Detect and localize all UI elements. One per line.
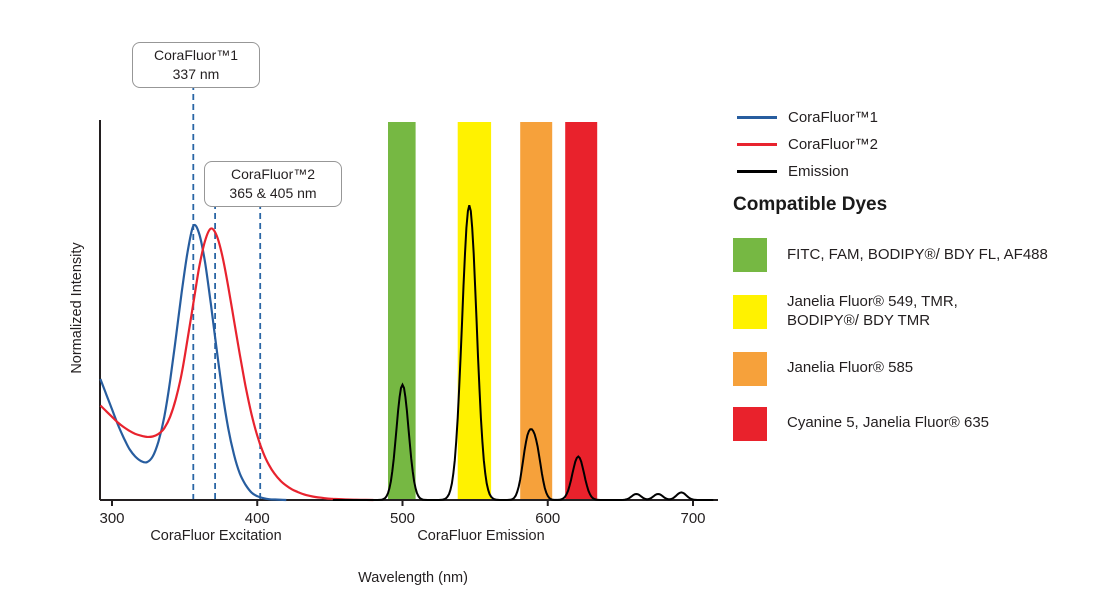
dye-label: FITC, FAM, BODIPY®/ BDY FL, AF488 (787, 246, 1048, 265)
dye-color-swatch (733, 406, 767, 441)
emission-band-1 (388, 122, 416, 499)
dye-label-line: Janelia Fluor® 549, TMR, (787, 293, 958, 310)
compatible-dyes-list: FITC, FAM, BODIPY®/ BDY FL, AF488 Janelia… (733, 238, 1048, 462)
callout-corafluor2-title: CoraFluor™2 (230, 166, 316, 182)
legend-label: Emission (788, 163, 849, 180)
dye-label-line: Cyanine 5, Janelia Fluor® 635 (787, 414, 990, 432)
legend: CoraFluor™1 CoraFluor™2 Emission (737, 104, 878, 185)
x-caption-emission: CoraFluor Emission (417, 528, 545, 544)
x-tick-label: 500 (390, 510, 415, 527)
dye-label-line: FITC, FAM, BODIPY®/ BDY FL, AF488 (787, 245, 1048, 263)
dye-item-1: FITC, FAM, BODIPY®/ BDY FL, AF488 (733, 238, 1048, 272)
legend-label: CoraFluor™2 (788, 136, 879, 153)
y-axis-label: Normalized Intensity (69, 242, 85, 374)
x-tick-label: 700 (680, 510, 705, 527)
excitation-curve-1 (99, 223, 287, 502)
excitation-curve-2 (99, 227, 374, 502)
dye-label: Janelia Fluor® 585 (787, 359, 913, 378)
dye-item-3: Janelia Fluor® 585 (733, 351, 1048, 386)
x-tick-label: 300 (99, 510, 124, 527)
emission-band-4 (565, 122, 598, 499)
dye-item-2: Janelia Fluor® 549, TMR, BODIPY®/ BDY TMR (733, 293, 1048, 331)
legend-line-swatch (737, 170, 777, 173)
dye-label-line: BODIPY®/ BDY TMR (787, 311, 931, 329)
callout-corafluor1: CoraFluor™1 337 nm (132, 42, 260, 88)
callout-corafluor2: CoraFluor™2 365 & 405 nm (204, 161, 342, 207)
dye-color-swatch (733, 238, 767, 272)
callout-corafluor1-title: CoraFluor™1 (153, 47, 239, 63)
dye-color-swatch (733, 351, 767, 386)
legend-line-swatch (737, 143, 777, 146)
emission-curve (332, 204, 714, 501)
dye-item-4: Cyanine 5, Janelia Fluor® 635 (733, 406, 1048, 441)
dye-color-swatch (733, 294, 767, 329)
legend-item-1: CoraFluor™1 (737, 104, 878, 131)
dye-label: Janelia Fluor® 549, TMR, BODIPY®/ BDY TMR (787, 293, 958, 331)
x-caption-excitation: CoraFluor Excitation (150, 528, 282, 544)
legend-line-swatch (737, 116, 777, 119)
callout-corafluor2-wavelength: 365 & 405 nm (229, 184, 317, 201)
legend-item-2: CoraFluor™2 (737, 131, 878, 158)
x-tick-label: 600 (535, 510, 560, 527)
callout-corafluor1-wavelength: 337 nm (172, 65, 220, 82)
x-tick-label: 400 (245, 510, 270, 527)
x-axis-label: Wavelength (nm) (358, 570, 468, 586)
legend-label: CoraFluor™1 (788, 109, 879, 126)
legend-item-3: Emission (737, 158, 878, 185)
dye-label-line: Janelia Fluor® 585 (787, 359, 914, 377)
compatible-dyes-heading: Compatible Dyes (733, 194, 888, 215)
dye-label: Cyanine 5, Janelia Fluor® 635 (787, 414, 989, 433)
spectra-chart: 300 400 500 600 700 (99, 84, 718, 527)
